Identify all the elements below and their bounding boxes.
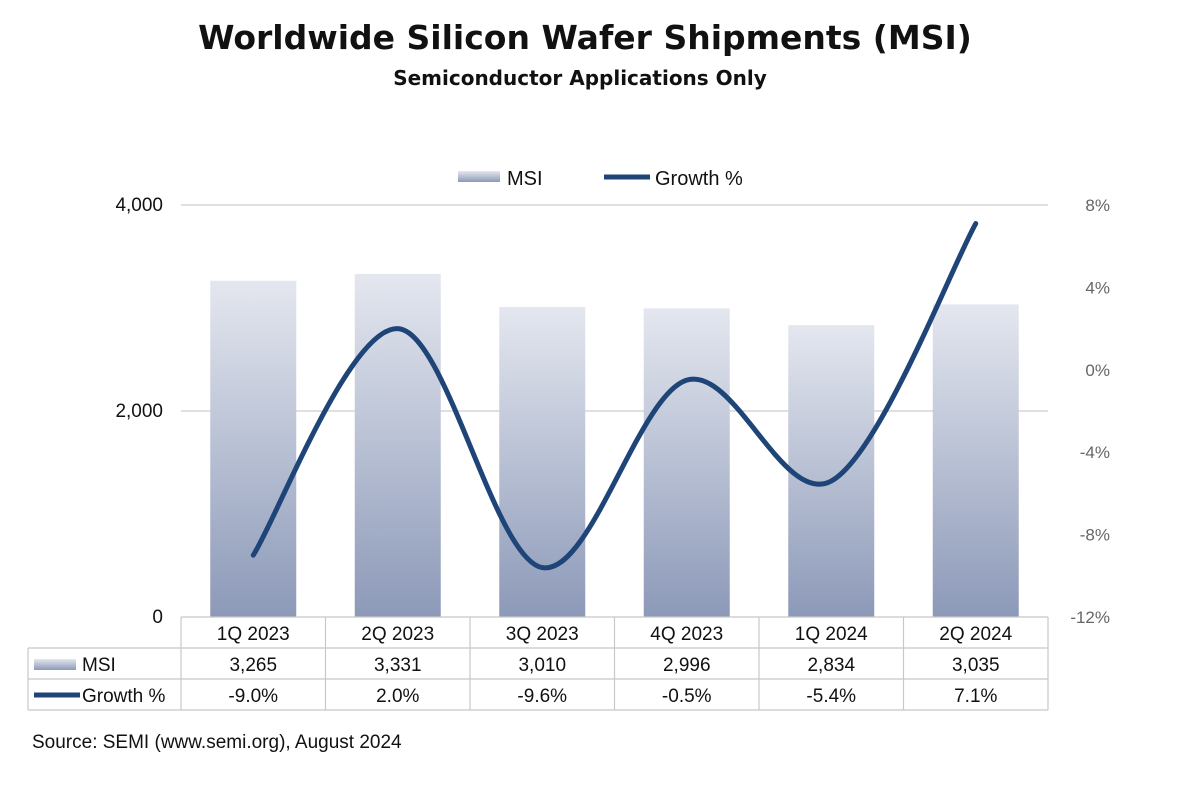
category-label: 2Q 2024 xyxy=(939,624,1012,645)
y-right-tick-label: -4% xyxy=(1080,443,1110,462)
y-left-tick-label: 4,000 xyxy=(115,195,163,216)
table-cell-growth: -5.4% xyxy=(806,686,856,707)
table-cell-growth: 7.1% xyxy=(954,686,997,707)
chart-title: Worldwide Silicon Wafer Shipments (MSI) xyxy=(198,18,972,57)
y-right-tick-label: 8% xyxy=(1085,196,1110,215)
table-cell-msi: 3,010 xyxy=(518,655,566,676)
category-label: 4Q 2023 xyxy=(650,624,723,645)
source-note: Source: SEMI (www.semi.org), August 2024 xyxy=(32,732,402,753)
chart-subtitle: Semiconductor Applications Only xyxy=(393,66,767,90)
legend-label-growth: Growth % xyxy=(655,168,743,190)
table-cell-msi: 3,035 xyxy=(952,655,1000,676)
legend: MSI Growth % xyxy=(458,168,743,190)
category-label: 2Q 2023 xyxy=(361,624,434,645)
table-cell-msi: 3,331 xyxy=(374,655,422,676)
category-label: 1Q 2023 xyxy=(217,624,290,645)
table-row-header-growth: Growth % xyxy=(82,686,166,707)
legend-swatch-msi xyxy=(458,171,500,182)
y-right-tick-label: 4% xyxy=(1085,278,1110,297)
y-right-tick-label: -8% xyxy=(1080,526,1110,545)
table-cell-growth: -9.6% xyxy=(517,686,567,707)
growth-line xyxy=(250,221,979,571)
table-row-header-msi: MSI xyxy=(82,655,116,676)
bar-msi-2 xyxy=(499,306,586,617)
y-right-tick-label: 0% xyxy=(1085,361,1110,380)
category-label: 3Q 2023 xyxy=(506,624,579,645)
table-cell-growth: -9.0% xyxy=(228,686,278,707)
category-label: 1Q 2024 xyxy=(795,624,868,645)
bar-msi-4 xyxy=(788,325,875,617)
table-cell-msi: 2,996 xyxy=(663,655,711,676)
y-right-tick-label: -12% xyxy=(1070,608,1110,627)
table-cell-growth: -0.5% xyxy=(662,686,712,707)
bar-msi-5 xyxy=(932,304,1019,617)
legend-label-msi: MSI xyxy=(507,168,543,190)
bar-msi-1 xyxy=(354,273,441,617)
table-cell-growth: 2.0% xyxy=(376,686,419,707)
table-swatch-msi xyxy=(34,659,76,670)
y-left-tick-label: 2,000 xyxy=(115,401,163,422)
table-cell-msi: 3,265 xyxy=(229,655,277,676)
bar-msi-0 xyxy=(210,280,297,617)
bar-msi-3 xyxy=(643,308,730,617)
y-left-tick-label: 0 xyxy=(152,607,163,628)
table-cell-msi: 2,834 xyxy=(807,655,855,676)
